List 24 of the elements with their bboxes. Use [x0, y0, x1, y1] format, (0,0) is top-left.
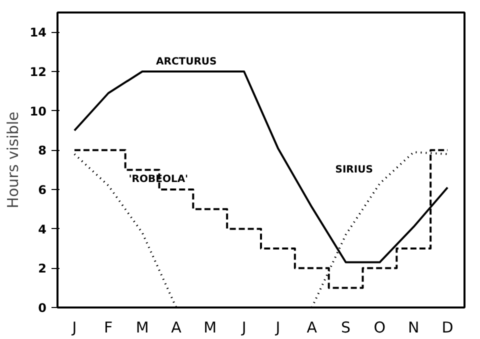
x-tick-label: O	[374, 318, 386, 336]
x-tick-label: A	[306, 318, 318, 336]
y-tick-label: 8	[38, 144, 47, 158]
y-tick-label: 6	[38, 183, 47, 197]
x-tick-label: A	[171, 318, 182, 336]
series-label: 'ROBEOLA'	[128, 174, 188, 185]
x-tick-label: D	[442, 318, 454, 336]
y-tick-label: 2	[38, 262, 47, 276]
x-tick-label: J	[240, 318, 246, 336]
y-tick-label: 10	[30, 104, 47, 118]
y-axis-title: Hours visible	[4, 112, 22, 208]
x-tick-label: M	[136, 318, 149, 336]
x-tick-label: M	[204, 318, 217, 336]
y-tick-label: 12	[30, 65, 47, 79]
y-tick-label: 14	[30, 26, 47, 40]
series-label: SIRIUS	[335, 164, 373, 176]
y-tick-label: 0	[38, 301, 47, 315]
x-tick-label: F	[104, 318, 113, 336]
x-tick-label: J	[274, 318, 280, 336]
y-tick-label: 4	[38, 222, 47, 236]
x-tick-label: J	[71, 318, 77, 336]
x-tick-label: N	[408, 318, 420, 336]
x-tick-label: S	[341, 318, 351, 336]
series-label: ARCTURUS	[156, 56, 217, 68]
